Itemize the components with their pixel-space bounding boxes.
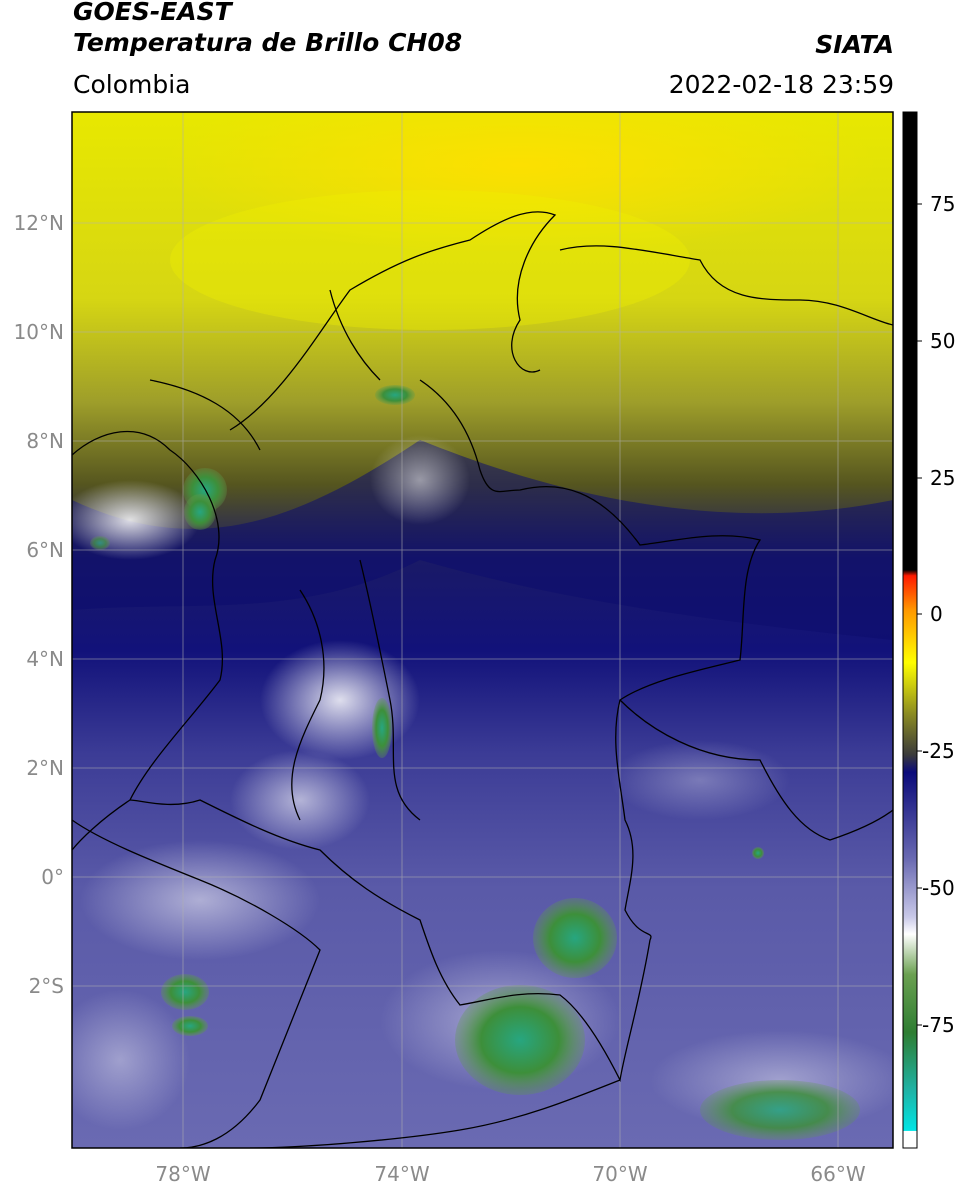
lat-label-8n: 8°N — [26, 429, 64, 453]
lon-label-70w: 70°W — [592, 1162, 647, 1186]
colorbar-tick-50: 50 — [930, 329, 955, 353]
longitude-labels: 78°W 74°W 70°W 66°W — [155, 1162, 865, 1186]
lat-label-0: 0° — [41, 865, 64, 889]
country-borders — [72, 211, 893, 1148]
colorbar-frame — [902, 111, 918, 1149]
colorbar: 75 50 25 0 -25 -50 -75 — [902, 111, 955, 1149]
region-label: Colombia — [73, 70, 191, 99]
graticule — [72, 112, 893, 1148]
latitude-labels: 12°N 10°N 8°N 6°N 4°N 2°N 0° 2°S — [14, 211, 64, 998]
lat-label-10n: 10°N — [14, 320, 64, 344]
lon-label-78w: 78°W — [155, 1162, 210, 1186]
colorbar-tick-75: 75 — [930, 192, 955, 216]
colorbar-tick-0: 0 — [930, 602, 943, 626]
colorbar-tick-neg75: -75 — [922, 1013, 955, 1037]
colorbar-gradient — [903, 570, 917, 1148]
colorbar-tick-neg50: -50 — [922, 876, 955, 900]
lat-label-6n: 6°N — [26, 538, 64, 562]
lat-label-2s: 2°S — [29, 974, 64, 998]
brightness-temperature-field — [72, 112, 893, 1148]
lat-label-4n: 4°N — [26, 647, 64, 671]
lat-label-2n: 2°N — [26, 756, 64, 780]
lon-label-66w: 66°W — [810, 1162, 865, 1186]
satellite-title: GOES-EAST — [73, 0, 232, 26]
product-title: Temperatura de Brillo CH08 — [73, 28, 463, 57]
map-frame — [71, 111, 894, 1149]
colorbar-tick-25: 25 — [930, 466, 955, 490]
lon-label-74w: 74°W — [374, 1162, 429, 1186]
colorbar-tick-neg25: -25 — [922, 739, 955, 763]
datetime-label: 2022-02-18 23:59 — [668, 70, 894, 99]
lat-label-12n: 12°N — [14, 211, 64, 235]
organization-label: SIATA — [815, 30, 894, 59]
colorbar-segment-black — [903, 112, 917, 570]
